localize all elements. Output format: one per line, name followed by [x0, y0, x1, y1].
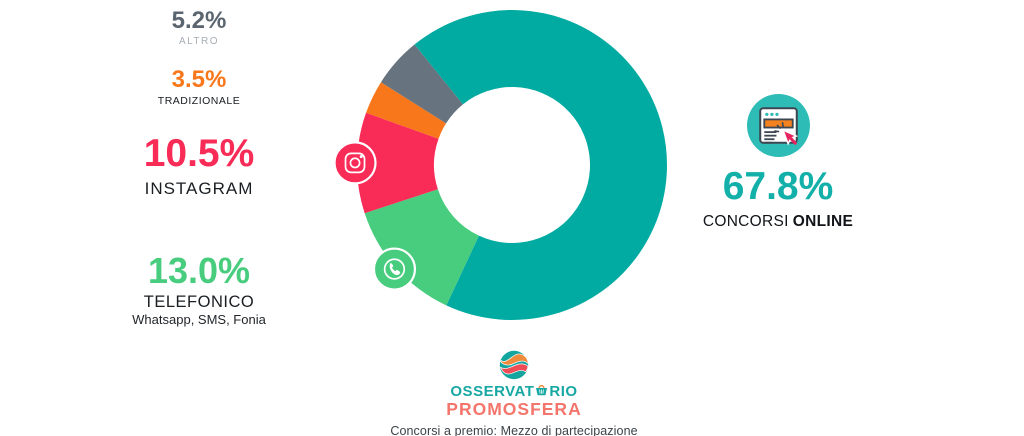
- donut-segment-concorsi-online: [414, 9, 667, 321]
- tradizionale-label: TRADIZIONALE: [157, 95, 241, 108]
- tradizionale-percentage: 3.5%: [171, 66, 227, 93]
- altro-label: ALTRO: [178, 36, 220, 48]
- instagram-label: INSTAGRAM: [144, 178, 254, 198]
- donut-segment-altro: [380, 44, 463, 124]
- promosfera-sphere-logo: [499, 350, 529, 380]
- stat-tradizionale: 3.5% TRADIZIONALE: [99, 67, 299, 107]
- stat-concorsi-online: 67.8% CONCORSI ONLINE: [663, 93, 893, 231]
- stat-telefonico: 13.0% TELEFONICO Whatsapp, SMS, Fonia: [74, 252, 324, 327]
- chart-caption: Concorsi a premio: Mezzo di partecipazio…: [390, 423, 638, 436]
- footer-brand: OSSERVAT RIO PROMOSFERA Concorsi a premio…: [334, 349, 694, 436]
- online-label: CONCORSI ONLINE: [702, 213, 854, 230]
- altro-percentage: 5.2%: [171, 7, 227, 34]
- telefonico-percentage: 13.0%: [147, 250, 251, 291]
- browser-click-icon: [746, 94, 810, 157]
- donut-segment-telefonico: [364, 189, 479, 306]
- stat-instagram: 10.5% INSTAGRAM: [74, 132, 324, 198]
- instagram-percentage: 10.5%: [143, 132, 255, 175]
- brand-osservatorio: OSSERVAT RIO: [450, 383, 578, 400]
- telefonico-sublabel: Whatsapp, SMS, Fonia: [132, 312, 266, 328]
- donut-segment-tradizionale: [366, 82, 447, 139]
- online-percentage: 67.8%: [722, 165, 834, 208]
- instagram-icon-badge: [333, 141, 377, 185]
- telefonico-label: TELEFONICO: [143, 292, 255, 311]
- stat-altro: 5.2% ALTRO: [99, 8, 299, 48]
- cart-icon: [535, 384, 548, 399]
- brand-promosfera: PROMOSFERA: [446, 399, 582, 419]
- donut-segment-instagram: [357, 112, 439, 214]
- whatsapp-icon-badge: [372, 247, 417, 291]
